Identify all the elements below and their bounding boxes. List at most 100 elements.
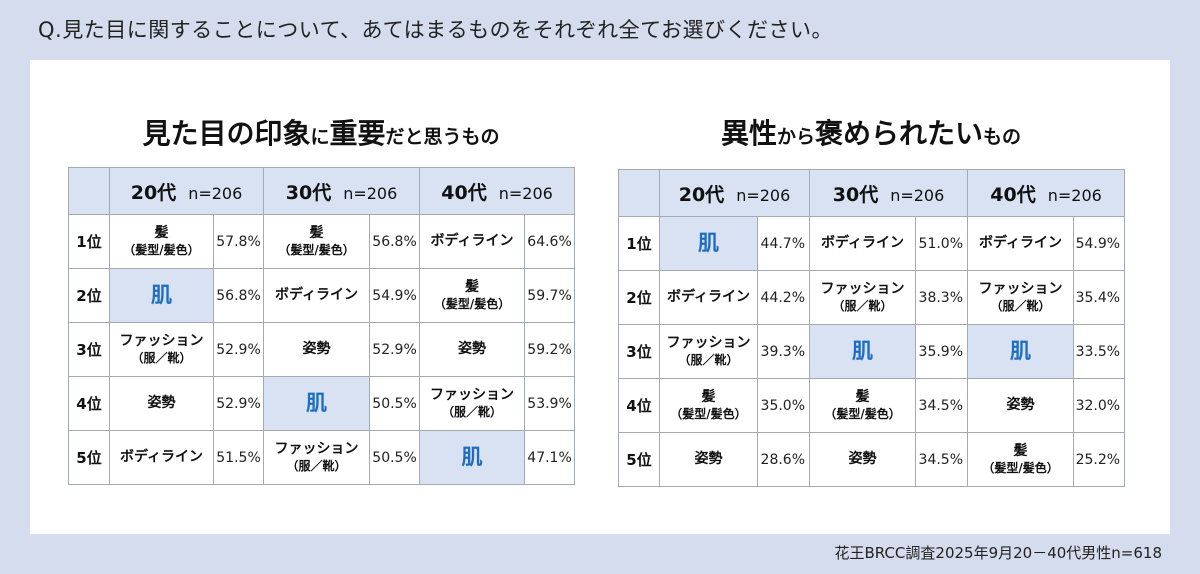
percentage-value: 47.1% xyxy=(524,430,576,485)
item-label: 髪 xyxy=(154,224,169,241)
item-label: ファッション xyxy=(274,440,359,457)
item-label: 髪 xyxy=(701,388,716,405)
item-sub-label: （服／靴） xyxy=(832,298,893,313)
percentage-value: 35.0% xyxy=(756,378,811,433)
percentage-value: 34.5% xyxy=(915,432,969,487)
item-label: ボディライン xyxy=(979,235,1063,251)
item-label: 姿勢 xyxy=(848,451,877,467)
item-label: 肌 xyxy=(852,339,874,363)
item-cell: ファッション （服／靴） xyxy=(659,324,758,379)
item-cell: 肌 xyxy=(109,268,214,323)
item-label: 髪 xyxy=(855,388,870,405)
item-label: 髪 xyxy=(1013,442,1028,459)
percentage-value: 53.9% xyxy=(524,376,576,431)
header-cell-20代: 20代 n=206 xyxy=(658,169,811,217)
age-group-label: 40代 xyxy=(441,181,487,204)
item-label: 肌 xyxy=(151,283,172,307)
item-cell: 髪（髪型/髪色） xyxy=(419,268,526,323)
item-cell: ボディライン xyxy=(659,270,758,325)
content-panel: 見た目の印象に重要だと思うもの 20代 n=206 30代 n=206 40代 n=206… xyxy=(30,60,1170,534)
percentage-value: 44.2% xyxy=(756,270,811,325)
item-cell: 肌 xyxy=(967,324,1075,379)
percentage-value: 59.2% xyxy=(524,322,576,377)
item-label: 肌 xyxy=(306,391,328,415)
rank-label: 5位 xyxy=(68,430,110,485)
item-cell: 肌 xyxy=(809,324,917,379)
table-row: 2位 ボディライン 44.2% ファッション （服／靴） 38.3% ファッション （服／靴）… xyxy=(618,270,1126,325)
title-part-c: 重要 xyxy=(329,117,386,150)
ranking-table-appearance: 20代 n=206 30代 n=206 40代 n=206 1位髪（髪型/髪色） 57.8%… xyxy=(68,167,576,485)
percentage-value: 57.8% xyxy=(212,214,265,269)
item-label: 髪 xyxy=(309,224,324,241)
item-sub-label: （服／靴） xyxy=(990,298,1051,313)
item-sub-label: （髪型/髪色） xyxy=(982,460,1059,475)
rank-label: 3位 xyxy=(618,324,660,379)
title-part-d: だと思うもの xyxy=(385,126,500,148)
percentage-value: 50.5% xyxy=(369,376,421,431)
percentage-value: 25.2% xyxy=(1073,432,1126,487)
percentage-value: 51.5% xyxy=(212,430,265,485)
percentage-value: 38.3% xyxy=(915,270,969,325)
item-cell: 姿勢 xyxy=(109,376,214,431)
header-cell-20代: 20代 n=206 xyxy=(108,167,265,215)
percentage-value: 39.3% xyxy=(756,324,811,379)
item-cell: ボディライン xyxy=(109,430,214,485)
title-part-d: もの xyxy=(983,126,1022,148)
rank-label: 2位 xyxy=(68,268,110,323)
table-row: 1位 肌 44.7% ボディライン 51.0% ボディライン 54.9% xyxy=(618,216,1126,271)
item-label: 姿勢 xyxy=(694,451,723,467)
item-cell: ボディライン xyxy=(809,216,917,271)
table-row: 5位 姿勢 28.6% 姿勢 34.5% 髪（髪型/髪色） 25.2% xyxy=(618,432,1126,487)
age-group-label: 20代 xyxy=(130,181,177,204)
item-label: ボディライン xyxy=(430,233,514,249)
question-text: Q.見た目に関することについて、あてはまるものをそれぞれ全てお選びください。 xyxy=(38,18,834,42)
age-group-label: 30代 xyxy=(285,181,332,204)
item-cell: ボディライン xyxy=(419,214,526,269)
item-cell: 姿勢 xyxy=(419,322,526,377)
table-row: 3位 ファッション （服／靴） 39.3% 肌 35.9% 肌 33.5% xyxy=(618,324,1126,379)
rank-label: 4位 xyxy=(618,378,660,433)
item-label: ファッション xyxy=(978,280,1063,297)
item-cell: 姿勢 xyxy=(967,378,1075,433)
rank-label: 5位 xyxy=(618,432,660,487)
sample-size-label: n=206 xyxy=(498,183,553,203)
item-sub-label: （服／靴） xyxy=(442,404,503,419)
rank-label: 1位 xyxy=(68,214,110,269)
item-sub-label: （服／靴） xyxy=(131,350,192,365)
percentage-value: 52.9% xyxy=(212,376,265,431)
item-cell: 髪（髪型/髪色） xyxy=(659,378,758,433)
header-cell-30代: 30代 n=206 xyxy=(809,169,969,217)
table-row: 2位肌 56.8% ボディライン 54.9% 髪（髪型/髪色） 59.7% xyxy=(68,268,576,323)
header-cell-40代: 40代 n=206 xyxy=(967,169,1126,217)
percentage-value: 56.8% xyxy=(369,214,421,269)
item-cell: ファッション （服／靴） xyxy=(419,376,526,431)
title-part-a: 見た目の印象 xyxy=(142,117,311,150)
item-cell: ファッション （服／靴） xyxy=(809,270,917,325)
item-label: 肌 xyxy=(1010,339,1032,363)
percentage-value: 52.9% xyxy=(369,322,421,377)
sample-size-label: n=206 xyxy=(736,185,791,205)
item-cell: 肌 xyxy=(419,430,526,485)
item-cell: 姿勢 xyxy=(659,432,758,487)
percentage-value: 64.6% xyxy=(524,214,576,269)
percentage-value: 54.9% xyxy=(369,268,421,323)
item-label: 髪 xyxy=(465,278,480,295)
item-label: ボディライン xyxy=(275,287,359,303)
table-row: 4位髪（髪型/髪色） 35.0% 髪（髪型/髪色） 34.5% 姿勢 32.0% xyxy=(618,378,1126,433)
sample-size-label: n=206 xyxy=(343,183,398,203)
age-group-label: 40代 xyxy=(990,183,1036,206)
item-sub-label: （服／靴） xyxy=(678,352,739,367)
percentage-value: 33.5% xyxy=(1073,324,1126,379)
item-label: 肌 xyxy=(698,231,719,255)
item-label: ボディライン xyxy=(119,449,204,465)
item-label: ボディライン xyxy=(821,235,905,251)
header-cell-40代: 40代 n=206 xyxy=(419,167,576,215)
table-row: 1位髪（髪型/髪色） 57.8% 髪（髪型/髪色） 56.8% ボディライン 64.6% xyxy=(68,214,576,269)
source-note: 花王BRCC調査2025年9月20－40代男性n=618 xyxy=(834,544,1162,562)
age-group-label: 20代 xyxy=(678,183,725,206)
sample-size-label: n=206 xyxy=(1047,185,1102,205)
header-row: 20代 n=206 30代 n=206 40代 n=206 xyxy=(68,167,576,215)
item-cell: 髪（髪型/髪色） xyxy=(109,214,214,269)
percentage-value: 56.8% xyxy=(212,268,265,323)
item-cell: 肌 xyxy=(659,216,758,271)
